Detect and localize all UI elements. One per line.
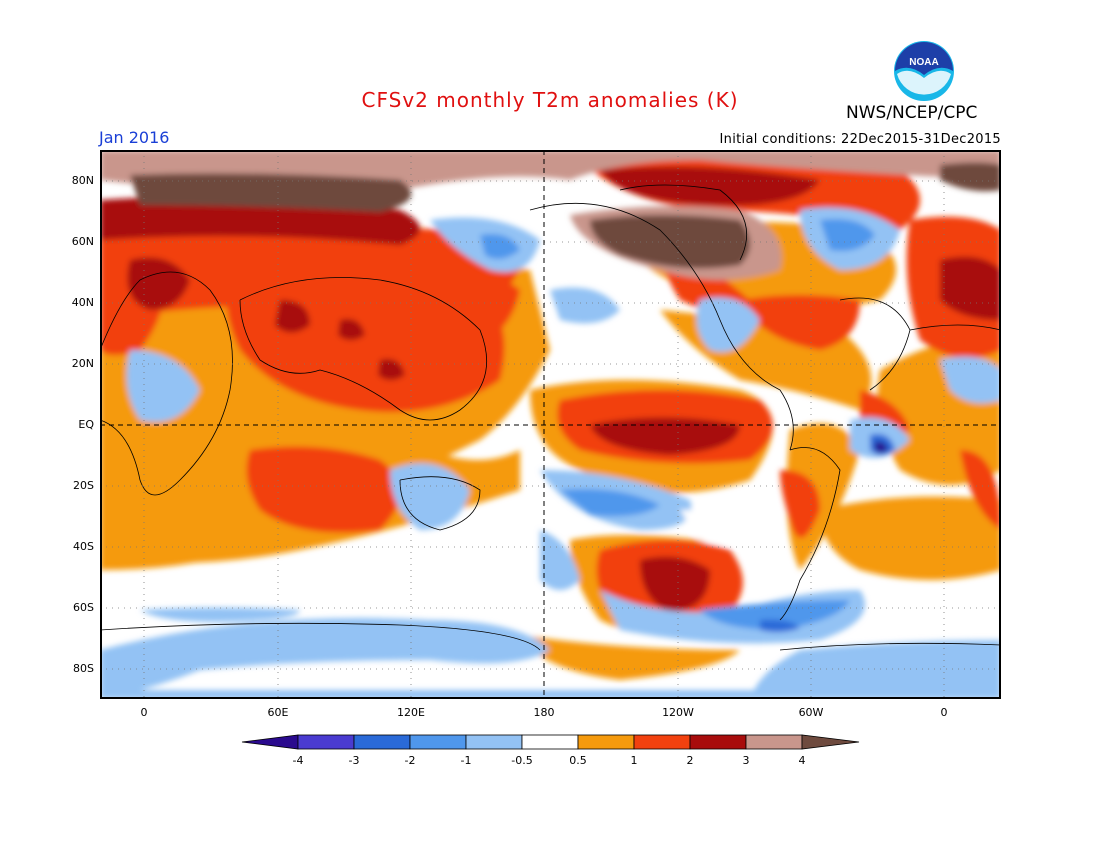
anomaly-fields xyxy=(100,150,1001,699)
colorbar-tick-label: -1 xyxy=(461,754,472,767)
lat-label-40n: 40N xyxy=(71,296,94,309)
lat-label-eq: EQ xyxy=(78,418,94,431)
colorbar-tick-label: 0.5 xyxy=(569,754,587,767)
colorbar-segment xyxy=(353,734,411,750)
map-frame xyxy=(100,150,1001,699)
colorbar-tick-label: -0.5 xyxy=(511,754,532,767)
lon-label-0-left: 0 xyxy=(140,706,148,719)
graticule xyxy=(100,150,1001,699)
colorbar-tick-label: 1 xyxy=(631,754,638,767)
colorbar-tick-label: 4 xyxy=(799,754,806,767)
lon-label-60w: 60W xyxy=(798,706,824,719)
coastlines xyxy=(100,184,1001,651)
equator-dateline xyxy=(100,150,1001,699)
lon-label-120e: 120E xyxy=(397,706,425,719)
noaa-logo: NOAA xyxy=(894,41,954,101)
lat-label-20s: 20S xyxy=(73,479,94,492)
colorbar: -4 -3 -2 -1 -0.5 0.5 1 2 3 4 xyxy=(241,734,860,767)
lon-label-180: 180 xyxy=(533,706,555,719)
lon-label-0-right: 0 xyxy=(940,706,948,719)
colorbar-tick-label: -3 xyxy=(349,754,360,767)
initial-conditions-label: Initial conditions: 22Dec2015-31Dec2015 xyxy=(719,132,1001,147)
anomaly-map xyxy=(100,150,1001,699)
colorbar-tick-label: 3 xyxy=(743,754,750,767)
lat-label-60s: 60S xyxy=(73,601,94,614)
colorbar-tick-label: -2 xyxy=(405,754,416,767)
colorbar-segment xyxy=(297,734,355,750)
lon-label-120w: 120W xyxy=(662,706,694,719)
period-label: Jan 2016 xyxy=(99,128,170,147)
colorbar-tick-label: -4 xyxy=(293,754,304,767)
colorbar-segment xyxy=(465,734,523,750)
chart-title: CFSv2 monthly T2m anomalies (K) xyxy=(361,88,739,112)
agency-label: NWS/NCEP/CPC xyxy=(846,103,978,123)
colorbar-segment xyxy=(577,734,635,750)
logo-text: NOAA xyxy=(909,57,938,68)
lon-label-60e: 60E xyxy=(267,706,289,719)
colorbar-tick-label: 2 xyxy=(687,754,694,767)
colorbar-arrow-low xyxy=(241,734,299,750)
colorbar-segment xyxy=(745,734,803,750)
lat-label-80n: 80N xyxy=(71,174,94,187)
colorbar-segment xyxy=(521,734,579,750)
lat-label-40s: 40S xyxy=(73,540,94,553)
lat-label-20n: 20N xyxy=(71,357,94,370)
lat-label-60n: 60N xyxy=(71,235,94,248)
lat-label-80s: 80S xyxy=(73,662,94,675)
colorbar-segment xyxy=(409,734,467,750)
colorbar-arrow-high xyxy=(801,734,860,750)
colorbar-segment xyxy=(689,734,747,750)
colorbar-segment xyxy=(633,734,691,750)
